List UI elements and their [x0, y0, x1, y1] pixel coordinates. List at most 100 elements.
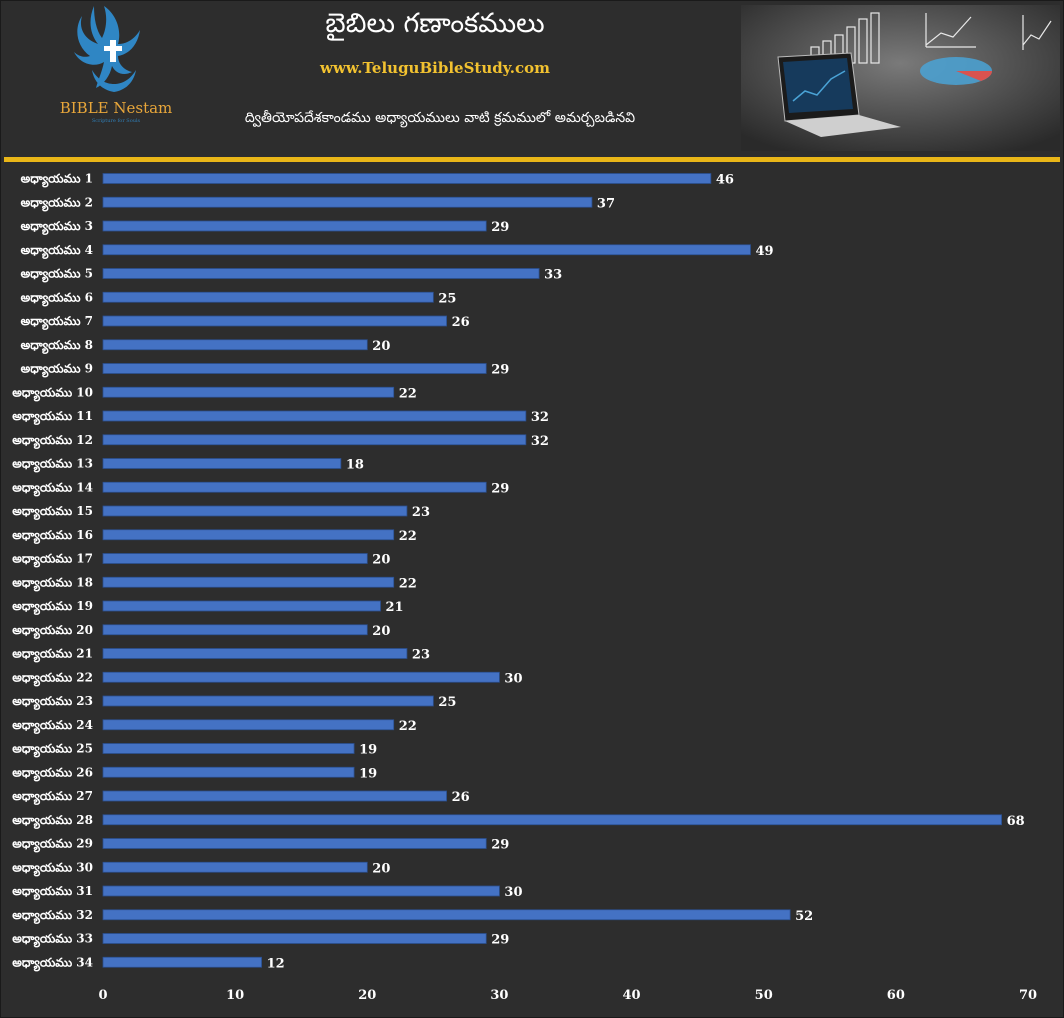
- bar: [102, 766, 355, 778]
- data-label: 20: [372, 861, 390, 876]
- data-label: 21: [386, 600, 404, 615]
- bar: [102, 339, 368, 351]
- bar: [102, 790, 447, 802]
- bar: [102, 956, 262, 968]
- website-link[interactable]: www.TeluguBibleStudy.com: [320, 59, 550, 77]
- header-divider: [4, 157, 1060, 162]
- category-label: అధ్యాయము 32: [12, 908, 93, 924]
- data-label: 32: [531, 434, 549, 449]
- bar: [102, 933, 487, 944]
- data-label: 30: [504, 885, 522, 900]
- page-subtitle: ద్వితీయోపదేశకాండము అధ్యాయములు వాటి క్రమమ…: [244, 110, 636, 126]
- bar: [102, 719, 395, 731]
- bar: [102, 909, 791, 921]
- category-label: అధ్యాయము 27: [12, 789, 93, 805]
- data-label: 49: [756, 244, 774, 259]
- category-label: అధ్యాయము 26: [12, 765, 93, 781]
- category-label: అధ్యాయము 5: [21, 267, 93, 283]
- data-label: 20: [372, 339, 390, 354]
- data-label: 30: [504, 671, 522, 686]
- x-tick-label: 40: [623, 988, 641, 1003]
- category-label: అధ్యాయము 18: [12, 575, 93, 591]
- x-tick-label: 60: [887, 988, 905, 1003]
- data-label: 25: [438, 291, 456, 306]
- data-label: 23: [412, 505, 430, 520]
- x-tick-label: 20: [358, 988, 376, 1003]
- category-label: అధ్యాయము 10: [12, 385, 93, 401]
- bar-chart: అధ్యాయము 1 46 అధ్యాయము 2 37 అధ్యాయము 3 29 అధ్య…: [12, 172, 1037, 1004]
- category-label: అధ్యాయము 1: [21, 172, 93, 188]
- data-label: 25: [438, 695, 456, 710]
- category-label: అధ్యాయము 23: [12, 694, 93, 710]
- data-label: 20: [372, 553, 390, 568]
- category-label: అధ్యాయము 14: [12, 480, 93, 496]
- dove-logo-icon: [74, 6, 140, 92]
- category-label: అధ్యాయము 9: [21, 362, 93, 378]
- brand-tagline: Scripture for Souls: [91, 118, 141, 124]
- page-title: బైబిలు గణాంకములు: [325, 8, 545, 39]
- bar: [102, 458, 342, 469]
- bar: [102, 624, 368, 636]
- bar: [102, 861, 368, 873]
- data-label: 29: [491, 363, 509, 378]
- bar: [102, 220, 487, 232]
- category-label: అధ్యాయము 28: [12, 813, 93, 829]
- data-label: 22: [399, 386, 417, 401]
- data-label: 29: [491, 933, 509, 948]
- category-label: అధ్యాయము 2: [21, 195, 93, 211]
- category-label: అధ్యాయము 12: [12, 433, 93, 449]
- category-label: అధ్యాయము 16: [12, 528, 93, 544]
- data-label: 12: [267, 956, 285, 971]
- data-label: 20: [372, 624, 390, 639]
- bar: [102, 268, 540, 279]
- x-tick-label: 0: [98, 988, 107, 1003]
- data-label: 52: [795, 909, 813, 924]
- category-label: అధ్యాయము 7: [21, 314, 93, 330]
- bar: [102, 434, 527, 446]
- bar: [102, 648, 408, 659]
- category-label: అధ్యాయము 24: [12, 718, 93, 734]
- data-label: 33: [544, 268, 562, 283]
- category-label: అధ్యాయము 31: [12, 884, 93, 900]
- category-label: అధ్యాయము 22: [12, 670, 93, 686]
- category-label: అధ్యాయము 19: [12, 599, 93, 615]
- data-label: 26: [452, 315, 470, 330]
- x-tick-label: 10: [226, 988, 244, 1003]
- category-label: అధ్యాయము 15: [12, 504, 93, 520]
- bar: [102, 410, 527, 422]
- category-label: అధ్యాయము 30: [12, 860, 93, 876]
- bar: [102, 481, 487, 493]
- bar: [102, 386, 395, 398]
- bar: [102, 576, 395, 588]
- data-label: 29: [491, 220, 509, 235]
- data-label: 18: [346, 458, 364, 473]
- bar: [102, 505, 408, 517]
- bar: [102, 743, 355, 754]
- brand-name: BIBLE Nestam: [59, 99, 173, 117]
- laptop-analytics-image: [741, 5, 1060, 151]
- bar: [102, 291, 434, 303]
- x-tick-label: 30: [490, 988, 508, 1003]
- category-label: అధ్యాయము 4: [21, 243, 93, 259]
- category-label: అధ్యాయము 29: [12, 837, 93, 853]
- bar: [102, 814, 1002, 826]
- data-label: 37: [597, 196, 615, 211]
- data-label: 23: [412, 648, 430, 663]
- x-tick-label: 50: [755, 988, 773, 1003]
- data-label: 46: [716, 173, 734, 188]
- bar: [102, 315, 447, 327]
- category-label: అధ్యాయము 33: [12, 932, 93, 948]
- bar: [102, 600, 381, 612]
- data-label: 29: [491, 481, 509, 496]
- bar: [102, 196, 593, 208]
- category-label: అధ్యాయము 11: [12, 409, 93, 425]
- bar: [102, 553, 368, 564]
- category-label: అధ్యాయము 13: [12, 457, 93, 473]
- bar: [102, 695, 434, 707]
- data-label: 26: [452, 790, 470, 805]
- bar: [102, 173, 712, 184]
- bar: [102, 363, 487, 374]
- bar: [102, 244, 751, 256]
- bar: [102, 885, 500, 897]
- data-label: 22: [399, 576, 417, 591]
